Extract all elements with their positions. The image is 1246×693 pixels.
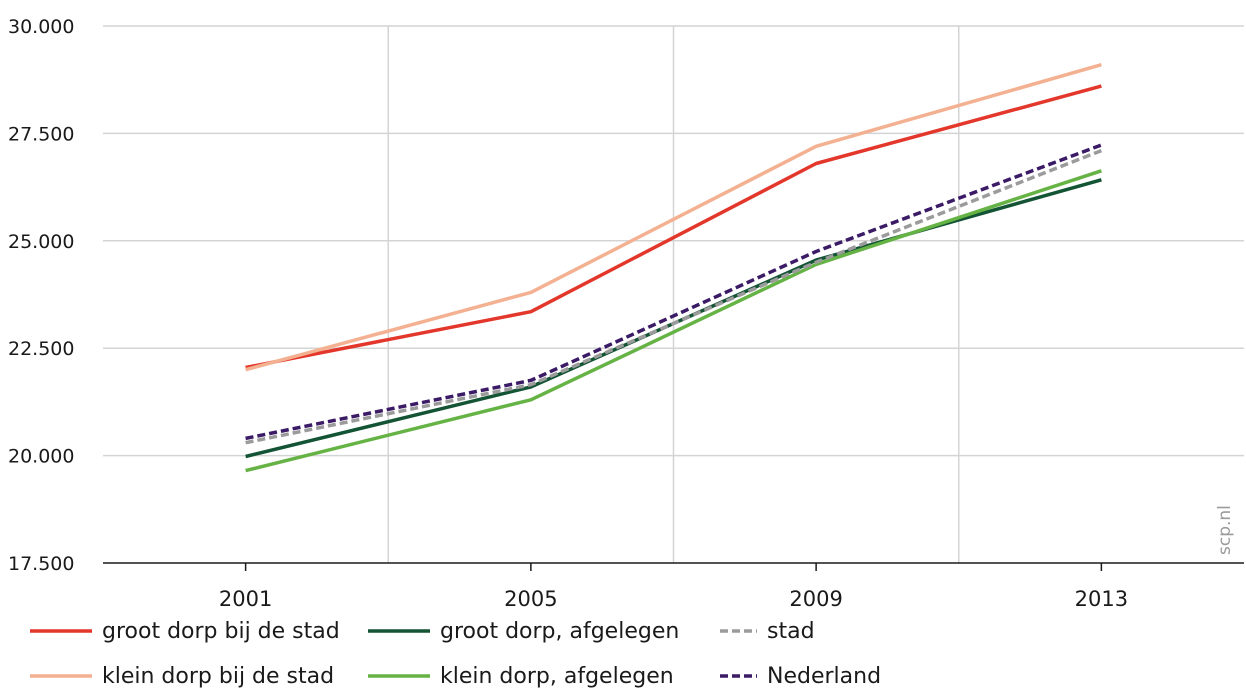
- legend-label: Nederland: [767, 664, 881, 689]
- y-tick-label: 20.000: [8, 446, 74, 468]
- legend-item: groot dorp, afgelegen: [368, 619, 679, 644]
- grid-lines: [103, 25, 1244, 563]
- watermark-label: scp.nl: [1215, 505, 1235, 555]
- x-tick-label: 2001: [219, 587, 272, 611]
- y-tick-label: 17.500: [8, 553, 74, 575]
- legend-item: Nederland: [720, 664, 881, 689]
- y-axis-tick-labels: 17.500 20.000 22.500 25.000 27.500 30.000: [8, 16, 74, 575]
- series-line-klein-dorp-afgelegen: [245, 169, 1102, 473]
- y-tick-label: 22.500: [8, 338, 74, 360]
- y-tick-label: 25.000: [8, 231, 74, 253]
- legend-label: klein dorp, afgelegen: [440, 664, 674, 689]
- legend-label: klein dorp bij de stad: [102, 664, 334, 689]
- series-line-groot-dorp-bij-de-stad: [245, 84, 1102, 370]
- legend-item: stad: [720, 619, 815, 644]
- series-line-klein-dorp-bij-de-stad: [245, 63, 1102, 372]
- series-lines: [245, 63, 1103, 473]
- series-line-stad: [245, 148, 1103, 445]
- x-tick-label: 2005: [504, 587, 557, 611]
- legend-item: groot dorp bij de stad: [30, 619, 340, 644]
- y-tick-label: 27.500: [8, 123, 74, 145]
- legend: groot dorp bij de stad klein dorp bij de …: [30, 619, 881, 689]
- x-tick-label: 2009: [789, 587, 842, 611]
- legend-label: groot dorp bij de stad: [102, 619, 340, 644]
- x-axis: 2001 2005 2009 2013: [103, 562, 1244, 611]
- legend-item: klein dorp, afgelegen: [368, 664, 674, 689]
- legend-label: stad: [767, 619, 815, 644]
- legend-label: groot dorp, afgelegen: [440, 619, 679, 644]
- y-tick-label: 30.000: [8, 16, 74, 38]
- legend-item: klein dorp bij de stad: [30, 664, 334, 689]
- series-line-nederland: [245, 143, 1103, 441]
- x-tick-label: 2013: [1075, 587, 1128, 611]
